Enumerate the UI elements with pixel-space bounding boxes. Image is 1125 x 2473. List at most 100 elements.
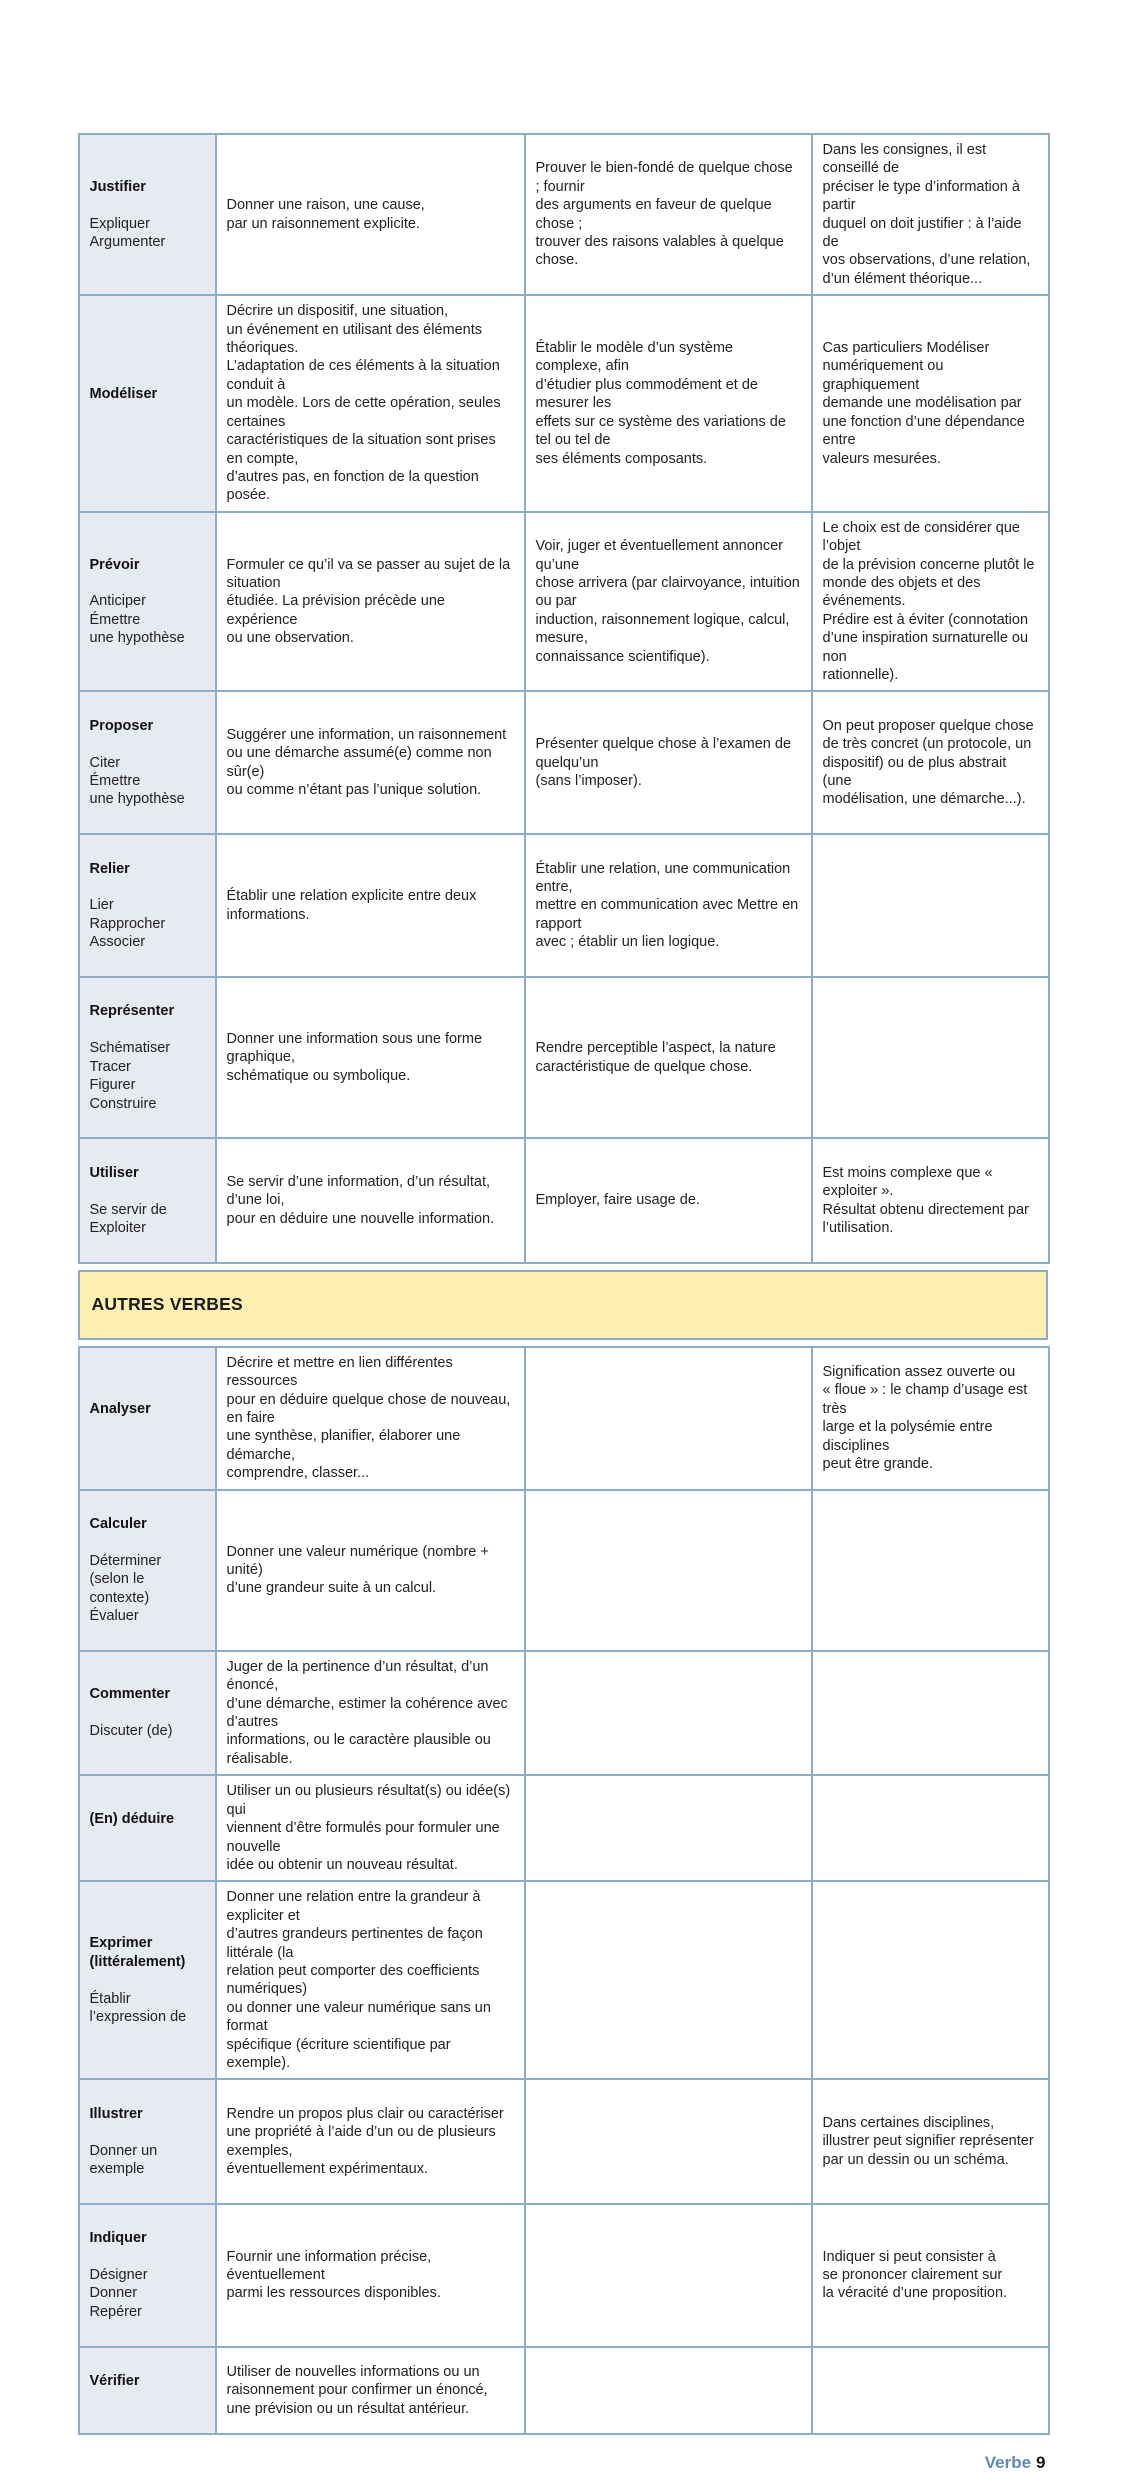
dictionary-cell: Établir le modèle d’un système complexe,… — [523, 294, 813, 513]
table-row: Représenter Schématiser Tracer Figurer C… — [77, 976, 1050, 1140]
table-row: Indiquer Désigner Donner Repérer Fournir… — [77, 2202, 1050, 2348]
verb-synonyms: Anticiper Émettre une hypothèse — [89, 593, 185, 647]
table-row: Modéliser Décrire un dispositif, une sit… — [77, 294, 1050, 513]
remark-cell: Dans certaines disciplines, illustrer pe… — [810, 2078, 1050, 2205]
definition-cell: Décrire et mettre en lien différentes re… — [214, 1345, 526, 1491]
verb-name: Vérifier — [89, 2373, 140, 2390]
verb-header-cell: Relier Lier Rapprocher Associer — [77, 833, 217, 979]
definition-cell: Décrire un dispositif, une situation, un… — [214, 294, 526, 513]
verb-header-cell: Commenter Discuter (de) — [77, 1649, 217, 1777]
document-page: Justifier Expliquer Argumenter Donner un… — [77, 0, 1050, 2473]
remark-cell — [810, 976, 1050, 1140]
verb-header-cell: Représenter Schématiser Tracer Figurer C… — [77, 976, 217, 1140]
verb-header-cell: Proposer Citer Émettre une hypothèse — [77, 690, 217, 836]
dictionary-cell: Présenter quelque chose à l’examen de qu… — [523, 690, 813, 836]
verb-header-cell: Indiquer Désigner Donner Repérer — [77, 2202, 217, 2348]
verb-name: Prévoir — [89, 556, 140, 573]
verb-name: Représenter — [89, 1003, 175, 1020]
verb-table-main-body: Justifier Expliquer Argumenter Donner un… — [77, 132, 1050, 1264]
definition-cell: Formuler ce qu’il va se passer au sujet … — [214, 510, 526, 693]
remark-cell — [810, 1774, 1050, 1883]
remark-cell: Le choix est de considérer que l’objet d… — [810, 510, 1050, 693]
dictionary-cell — [523, 1345, 813, 1491]
definition-cell: Fournir une information précise, éventue… — [214, 2202, 526, 2348]
verb-table-autres: Analyser Décrire et mettre en lien diffé… — [77, 1345, 1050, 2436]
dictionary-cell: Employer, faire usage de. — [523, 1137, 813, 1264]
dictionary-cell — [523, 2078, 813, 2205]
dictionary-cell: Prouver le bien-fondé de quelque chose ;… — [523, 132, 813, 297]
table-row: Prévoir Anticiper Émettre une hypothèse … — [77, 510, 1050, 693]
table-row: Analyser Décrire et mettre en lien diffé… — [77, 1345, 1050, 1491]
dictionary-cell: Rendre perceptible l’aspect, la nature c… — [523, 976, 813, 1140]
page-number: 9 — [1036, 2453, 1046, 2473]
verb-synonyms: Donner un exemple — [89, 2142, 158, 2177]
footer-section-label: Verbe — [984, 2453, 1032, 2473]
definition-cell: Donner une information sous une forme gr… — [214, 976, 526, 1140]
banner-title: AUTRES VERBES — [91, 1294, 243, 1315]
dictionary-cell — [523, 1880, 813, 2081]
verb-header-cell: Vérifier — [77, 2345, 217, 2436]
definition-cell: Se servir d’une information, d’un résult… — [214, 1137, 526, 1264]
definition-cell: Donner une relation entre la grandeur à … — [214, 1880, 526, 2081]
verb-header-cell: Illustrer Donner un exemple — [77, 2078, 217, 2205]
definition-cell: Utiliser un ou plusieurs résultat(s) ou … — [214, 1774, 526, 1883]
definition-cell: Donner une raison, une cause, par un rai… — [214, 132, 526, 297]
verb-table-main: Justifier Expliquer Argumenter Donner un… — [77, 132, 1050, 1264]
verb-header-cell: Analyser — [77, 1345, 217, 1491]
table-row: Justifier Expliquer Argumenter Donner un… — [77, 132, 1050, 297]
verb-name: Exprimer (littéralement) — [89, 1935, 186, 1970]
verb-name: Commenter — [89, 1686, 171, 1703]
verb-name: Illustrer — [89, 2105, 143, 2122]
table-row: Proposer Citer Émettre une hypothèse Sug… — [77, 690, 1050, 836]
remark-cell — [810, 1649, 1050, 1777]
dictionary-cell: Voir, juger et éventuellement annoncer q… — [523, 510, 813, 693]
remark-cell: Indiquer si peut consister à se prononce… — [810, 2202, 1050, 2348]
verb-synonyms: Citer Émettre une hypothèse — [89, 754, 185, 808]
dictionary-cell — [523, 2345, 813, 2436]
definition-cell: Donner une valeur numérique (nombre + un… — [214, 1488, 526, 1652]
verb-header-cell: Exprimer (littéralement) Établir l’expre… — [77, 1880, 217, 2081]
verb-header-cell: Prévoir Anticiper Émettre une hypothèse — [77, 510, 217, 693]
remark-cell: Signification assez ouverte ou « floue »… — [810, 1345, 1050, 1491]
remark-cell: Cas particuliers Modéliser numériquement… — [810, 294, 1050, 513]
verb-name: Analyser — [89, 1400, 151, 1417]
remark-cell: On peut proposer quelque chose de très c… — [810, 690, 1050, 836]
verb-synonyms: Expliquer Argumenter — [89, 215, 166, 251]
dictionary-cell — [523, 1774, 813, 1883]
definition-cell: Suggérer une information, un raisonnemen… — [214, 690, 526, 836]
definition-cell: Juger de la pertinence d’un résultat, d’… — [214, 1649, 526, 1777]
remark-cell — [810, 833, 1050, 979]
verb-synonyms: Désigner Donner Repérer — [89, 2267, 148, 2320]
page-footer: Verbe 9 — [78, 2453, 1048, 2473]
verb-name: Modéliser — [89, 386, 158, 403]
table-row: Commenter Discuter (de) Juger de la pert… — [77, 1649, 1050, 1777]
remark-cell: Est moins complexe que « exploiter ». Ré… — [810, 1137, 1050, 1264]
verb-synonyms: Lier Rapprocher Associer — [89, 897, 166, 951]
verb-name: Proposer — [89, 717, 154, 734]
verb-name: (En) déduire — [89, 1810, 175, 1827]
verb-header-cell: Modéliser — [77, 294, 217, 513]
verb-name: Utiliser — [89, 1164, 139, 1181]
autres-verbes-banner: AUTRES VERBES — [77, 1269, 1048, 1340]
dictionary-cell — [523, 1488, 813, 1652]
verb-header-cell: (En) déduire — [77, 1774, 217, 1883]
table-row: Exprimer (littéralement) Établir l’expre… — [77, 1880, 1050, 2081]
remark-cell — [810, 1488, 1050, 1652]
table-row: Utiliser Se servir de Exploiter Se servi… — [77, 1137, 1050, 1264]
verb-synonyms: Discuter (de) — [89, 1723, 173, 1740]
verb-synonyms: Déterminer (selon le contexte) Évaluer — [89, 1552, 162, 1625]
verb-name: Indiquer — [89, 2230, 147, 2247]
verb-name: Justifier — [89, 178, 146, 195]
dictionary-cell — [523, 1649, 813, 1777]
table-row: Relier Lier Rapprocher Associer Établir … — [77, 833, 1050, 979]
table-row: Vérifier Utiliser de nouvelles informati… — [77, 2345, 1050, 2436]
verb-header-cell: Utiliser Se servir de Exploiter — [77, 1137, 217, 1264]
table-row: Calculer Déterminer (selon le contexte) … — [77, 1488, 1050, 1652]
dictionary-cell — [523, 2202, 813, 2348]
verb-synonyms: Schématiser Tracer Figurer Construire — [89, 1040, 171, 1112]
dictionary-cell: Établir une relation, une communication … — [523, 833, 813, 979]
verb-header-cell: Calculer Déterminer (selon le contexte) … — [77, 1488, 217, 1652]
definition-cell: Utiliser de nouvelles informations ou un… — [214, 2345, 526, 2436]
verb-synonyms: Se servir de Exploiter — [89, 1201, 167, 1236]
table-row: Illustrer Donner un exemple Rendre un pr… — [77, 2078, 1050, 2205]
